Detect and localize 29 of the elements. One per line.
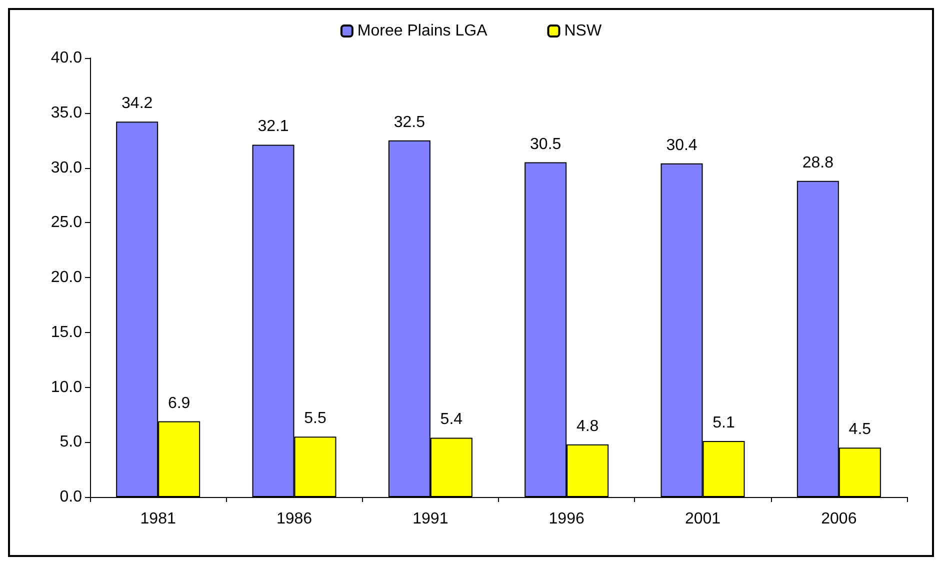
- data-label: 5.5: [304, 410, 326, 428]
- y-tick-label: 5.0: [60, 434, 82, 451]
- y-tick-label: 0.0: [60, 488, 82, 506]
- data-label: 5.1: [712, 414, 735, 432]
- data-label: 6.9: [168, 394, 190, 412]
- legend-label: Moree Plains LGA: [357, 22, 488, 40]
- x-tick-label: 1986: [276, 510, 312, 528]
- y-tick-label: 15.0: [50, 324, 82, 341]
- y-tick-label: 20.0: [50, 269, 82, 286]
- x-tick-label: 1981: [140, 510, 176, 528]
- y-tick-label: 10.0: [50, 378, 82, 396]
- data-label: 32.5: [394, 114, 426, 131]
- y-tick-label: 25.0: [50, 214, 82, 232]
- data-label: 30.4: [666, 136, 698, 154]
- data-label: 30.5: [530, 136, 562, 153]
- x-tick-label: 2006: [821, 510, 857, 528]
- y-tick-label: 40.0: [50, 50, 82, 66]
- x-tick-label: 2001: [684, 510, 721, 528]
- data-label: 4.5: [848, 421, 872, 438]
- legend-label: NSW: [564, 22, 602, 40]
- data-label: 34.2: [122, 95, 153, 112]
- y-tick-label: 30.0: [50, 159, 82, 176]
- data-label: 32.1: [258, 118, 289, 136]
- x-tick-label: 1991: [412, 510, 448, 528]
- data-label: 4.8: [576, 418, 599, 435]
- x-tick-label: 1996: [548, 510, 584, 528]
- y-tick-label: 35.0: [50, 104, 82, 122]
- data-label: 28.8: [802, 154, 834, 172]
- data-label: 5.4: [440, 411, 463, 428]
